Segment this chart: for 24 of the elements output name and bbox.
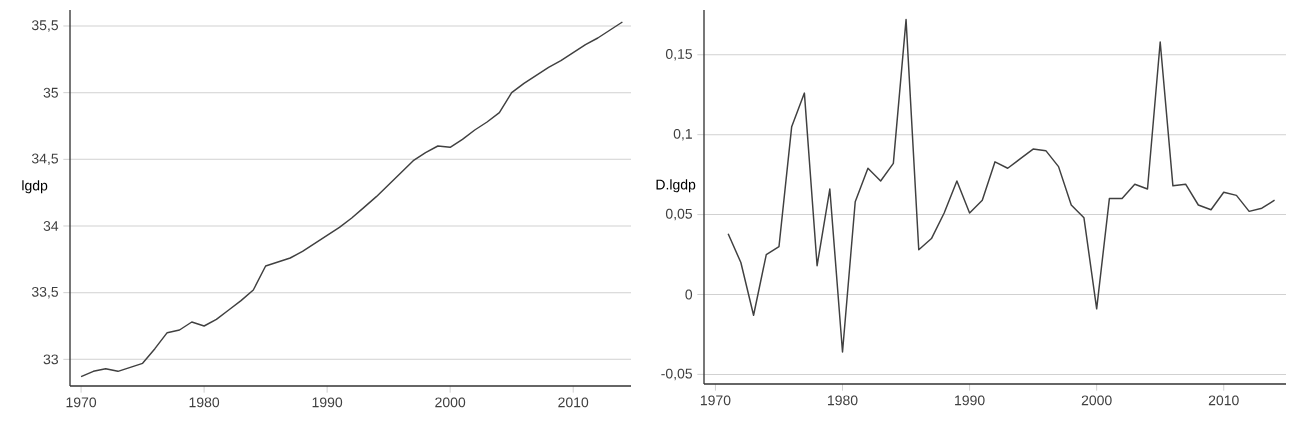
y-axis-title: D.lgdp bbox=[656, 179, 696, 193]
x-tick-label: 1970 bbox=[66, 397, 97, 408]
x-tick-label: 1980 bbox=[189, 397, 220, 408]
y-tick-label: 34,5 bbox=[31, 153, 59, 166]
y-tick-label: 35 bbox=[43, 87, 59, 98]
x-tick-label: 2010 bbox=[1208, 395, 1239, 406]
x-tick-label: 1980 bbox=[828, 395, 858, 406]
y-tick-label: 33,5 bbox=[31, 286, 59, 299]
y-axis-title: lgdp bbox=[22, 180, 48, 194]
x-tick-label: 2000 bbox=[1081, 395, 1112, 406]
y-tick-label: 0,1 bbox=[673, 128, 692, 141]
y-tick-label: 34 bbox=[43, 221, 59, 231]
y-tick-label: 0 bbox=[685, 289, 693, 300]
x-tick-label: 2010 bbox=[558, 397, 589, 408]
y-tick-label: 33 bbox=[43, 354, 59, 365]
y-tick-label: 35,5 bbox=[31, 20, 59, 32]
y-tick-label: 0,05 bbox=[665, 208, 693, 221]
x-tick-label: 1990 bbox=[312, 397, 343, 408]
x-tick-label: 2000 bbox=[435, 397, 466, 408]
line-series bbox=[727, 18, 1276, 353]
y-tick-label: 0,15 bbox=[665, 48, 693, 61]
x-tick-label: 1990 bbox=[955, 395, 985, 406]
x-tick-label: 1970 bbox=[700, 395, 731, 406]
y-tick-label: -0,05 bbox=[661, 368, 693, 381]
